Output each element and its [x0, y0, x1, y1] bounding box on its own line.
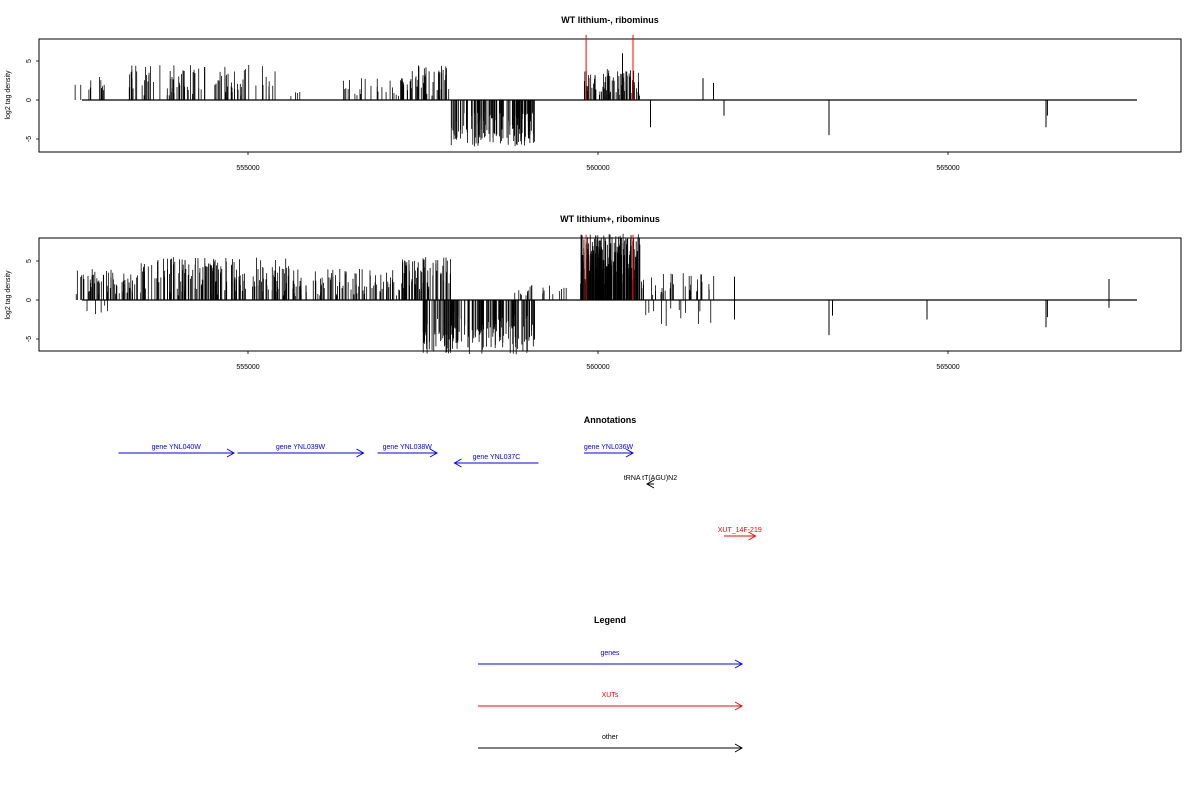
legend-label: genes [600, 650, 620, 657]
track-bars [75, 233, 1137, 355]
legend-arrow-head [734, 659, 744, 669]
annotations-section: Annotations gene YNL040W gene YNL039W gene… [118, 415, 762, 541]
y-tick-label: -5 [26, 336, 33, 342]
panel-title: WT lithium+, ribominus [560, 214, 660, 224]
y-tick-label: 0 [26, 98, 33, 102]
y-tick-label: 5 [26, 259, 33, 263]
y-axis-label: log2 tag density [5, 270, 12, 320]
y-tick-label: -5 [26, 136, 33, 142]
region-markers [585, 234, 634, 300]
annotation-label: gene YNL036W [584, 444, 634, 451]
track-panel-lithium-minus: WT lithium-, ribominus log2 tag density … [5, 15, 1182, 172]
annotation-arrow-head [429, 448, 439, 458]
annotations-title: Annotations [584, 415, 637, 425]
x-tick-label: 560000 [586, 364, 609, 371]
track-bars [74, 53, 1137, 147]
annotation-arrow-head [625, 448, 635, 458]
legend-label: XUTs [602, 692, 619, 699]
x-tick-label: 565000 [936, 165, 959, 172]
annotation-label: tRNA tT(AGU)N2 [624, 475, 677, 482]
region-markers [585, 34, 634, 100]
annotation-label: gene YNL037C [473, 454, 521, 461]
axes: 555000 560000 565000 -5 0 5 [26, 259, 960, 371]
annotation-arrow-head [748, 531, 757, 541]
panel-title: WT lithium-, ribominus [561, 15, 659, 25]
x-tick-label: 555000 [236, 364, 259, 371]
annotation-label: gene YNL039W [276, 444, 326, 451]
y-axis-label: log2 tag density [5, 70, 12, 120]
y-tick-label: 0 [26, 298, 33, 302]
legend-title: Legend [594, 615, 626, 625]
x-tick-label: 560000 [586, 165, 609, 172]
plot-frame [38, 38, 1182, 153]
annotation-label: gene YNL040W [152, 444, 202, 451]
legend: Legend genes XUTs other [478, 615, 744, 753]
legend-label: other [602, 734, 619, 741]
annotation-arrow-head [453, 458, 462, 468]
annotation-arrow-head [645, 479, 655, 489]
annotation-items: gene YNL040W gene YNL039W gene YNL038W gene… [118, 444, 762, 541]
annotation-label: XUT_14F-219 [718, 527, 762, 534]
legend-arrow-head [734, 743, 744, 753]
x-tick-label: 565000 [936, 364, 959, 371]
legend-items: genes XUTs other [478, 650, 744, 753]
legend-arrow-head [734, 701, 744, 711]
track-panel-lithium-plus: WT lithium+, ribominus log2 tag density … [5, 214, 1182, 371]
annotation-arrow-head [356, 448, 365, 458]
axes: 555000 560000 565000 -5 0 5 [26, 59, 960, 172]
x-tick-label: 555000 [236, 165, 259, 172]
annotation-label: gene YNL038W [383, 444, 433, 451]
y-tick-label: 5 [26, 59, 33, 63]
annotation-arrow-head [226, 448, 236, 458]
